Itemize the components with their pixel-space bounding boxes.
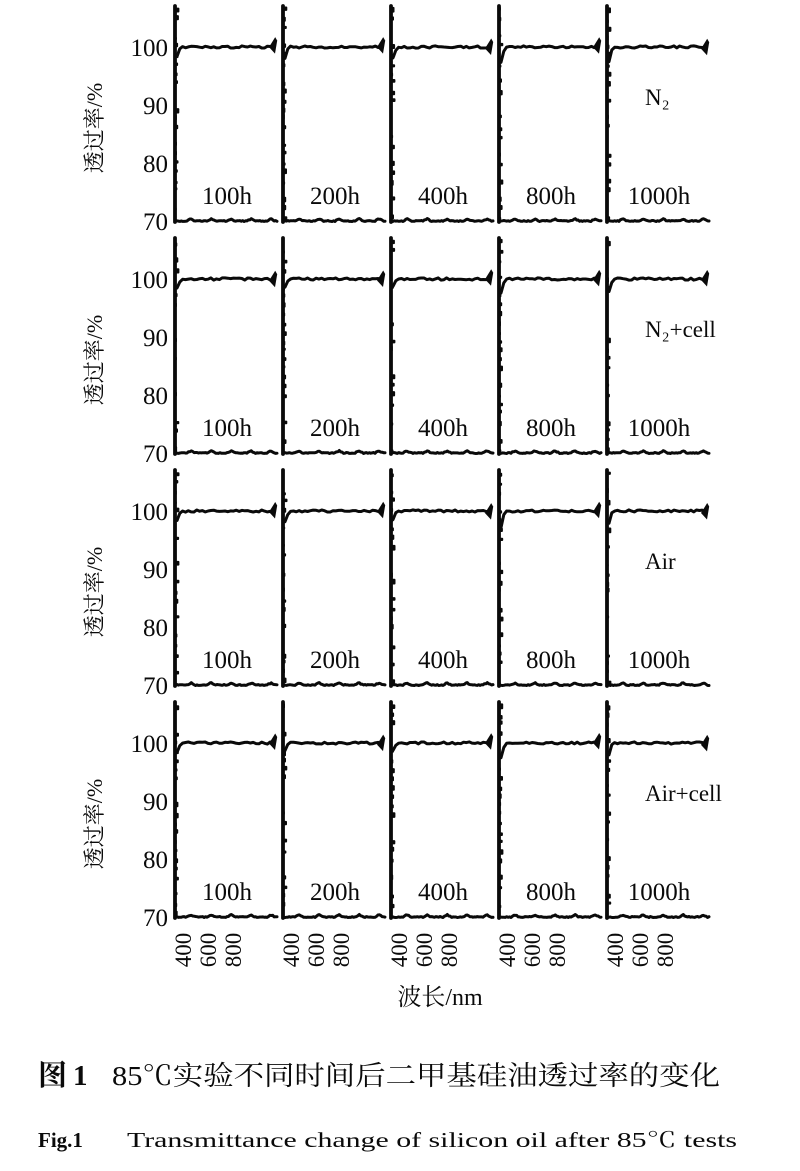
svg-text:1000h: 1000h bbox=[628, 183, 691, 210]
svg-text:1000h: 1000h bbox=[628, 415, 691, 442]
svg-text:1000h: 1000h bbox=[628, 647, 691, 674]
svg-text:85℃实验不同时间后二甲基硅油透过率的变化: 85℃实验不同时间后二甲基硅油透过率的变化 bbox=[112, 1061, 720, 1091]
svg-text:800: 800 bbox=[221, 933, 246, 968]
svg-text:N₂: N₂ bbox=[645, 85, 670, 110]
svg-text:200h: 200h bbox=[310, 647, 361, 674]
svg-text:400h: 400h bbox=[418, 879, 469, 906]
svg-text:Air+cell: Air+cell bbox=[645, 781, 722, 806]
svg-text:800h: 800h bbox=[526, 647, 577, 674]
svg-text:800h: 800h bbox=[526, 415, 577, 442]
svg-text:100: 100 bbox=[131, 731, 169, 758]
svg-text:100: 100 bbox=[131, 499, 169, 526]
svg-text:80: 80 bbox=[143, 383, 168, 410]
svg-text:透过率/%: 透过率/% bbox=[82, 779, 107, 869]
svg-text:70: 70 bbox=[143, 905, 168, 932]
svg-text:800h: 800h bbox=[526, 879, 577, 906]
svg-text:200h: 200h bbox=[310, 415, 361, 442]
svg-text:100: 100 bbox=[131, 267, 169, 294]
svg-text:1000h: 1000h bbox=[628, 879, 691, 906]
svg-text:200h: 200h bbox=[310, 879, 361, 906]
svg-text:600: 600 bbox=[520, 933, 545, 968]
svg-text:100: 100 bbox=[131, 35, 169, 62]
svg-text:100h: 100h bbox=[202, 879, 253, 906]
svg-text:80: 80 bbox=[143, 151, 168, 178]
svg-text:100h: 100h bbox=[202, 647, 253, 674]
svg-text:Fig.1: Fig.1 bbox=[38, 1128, 83, 1152]
svg-text:800: 800 bbox=[329, 933, 354, 968]
svg-text:400: 400 bbox=[387, 933, 412, 968]
svg-text:90: 90 bbox=[143, 93, 168, 120]
svg-text:600: 600 bbox=[412, 933, 437, 968]
svg-text:波长/nm: 波长/nm bbox=[397, 984, 483, 1011]
svg-text:600: 600 bbox=[304, 933, 329, 968]
svg-text:90: 90 bbox=[143, 325, 168, 352]
svg-text:400h: 400h bbox=[418, 183, 469, 210]
svg-text:70: 70 bbox=[143, 673, 168, 700]
svg-text:400h: 400h bbox=[418, 647, 469, 674]
svg-text:100h: 100h bbox=[202, 183, 253, 210]
svg-text:400: 400 bbox=[495, 933, 520, 968]
svg-text:800: 800 bbox=[437, 933, 462, 968]
svg-text:透过率/%: 透过率/% bbox=[82, 83, 107, 173]
svg-text:400: 400 bbox=[603, 933, 628, 968]
svg-text:400h: 400h bbox=[418, 415, 469, 442]
svg-text:Air: Air bbox=[645, 549, 676, 574]
svg-text:400: 400 bbox=[279, 933, 304, 968]
svg-text:70: 70 bbox=[143, 441, 168, 468]
svg-text:90: 90 bbox=[143, 789, 168, 816]
svg-text:800: 800 bbox=[653, 933, 678, 968]
svg-text:600: 600 bbox=[196, 933, 221, 968]
svg-text:800: 800 bbox=[545, 933, 570, 968]
svg-text:Transmittance change of silico: Transmittance change of silicon oil afte… bbox=[127, 1128, 737, 1152]
svg-text:100h: 100h bbox=[202, 415, 253, 442]
svg-text:图1: 图1 bbox=[38, 1059, 88, 1092]
svg-text:透过率/%: 透过率/% bbox=[82, 547, 107, 637]
svg-text:800h: 800h bbox=[526, 183, 577, 210]
svg-text:400: 400 bbox=[171, 933, 196, 968]
svg-text:70: 70 bbox=[143, 209, 168, 236]
svg-text:80: 80 bbox=[143, 615, 168, 642]
svg-text:80: 80 bbox=[143, 847, 168, 874]
svg-text:200h: 200h bbox=[310, 183, 361, 210]
svg-text:90: 90 bbox=[143, 557, 168, 584]
svg-text:600: 600 bbox=[628, 933, 653, 968]
svg-text:透过率/%: 透过率/% bbox=[82, 315, 107, 405]
svg-text:N₂+cell: N₂+cell bbox=[645, 317, 716, 342]
